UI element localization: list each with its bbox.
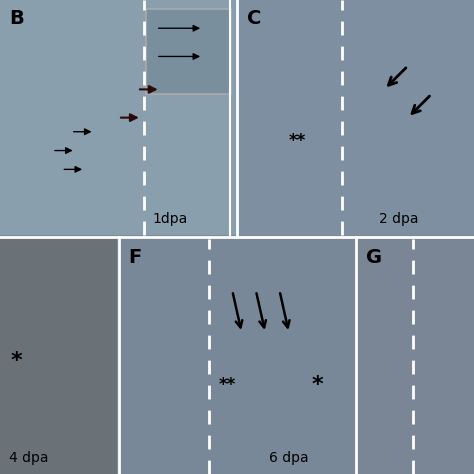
Text: **: **: [219, 375, 236, 393]
Text: **: **: [288, 132, 306, 150]
Text: B: B: [9, 9, 24, 28]
Text: G: G: [366, 248, 383, 267]
FancyBboxPatch shape: [146, 9, 231, 94]
Text: *: *: [10, 351, 22, 371]
Text: 4 dpa: 4 dpa: [9, 451, 49, 465]
Text: 1dpa: 1dpa: [152, 212, 188, 226]
Text: 6 dpa: 6 dpa: [269, 451, 309, 465]
Text: 2 dpa: 2 dpa: [379, 212, 418, 226]
Text: C: C: [247, 9, 262, 28]
Text: F: F: [128, 248, 142, 267]
Text: *: *: [311, 374, 323, 395]
